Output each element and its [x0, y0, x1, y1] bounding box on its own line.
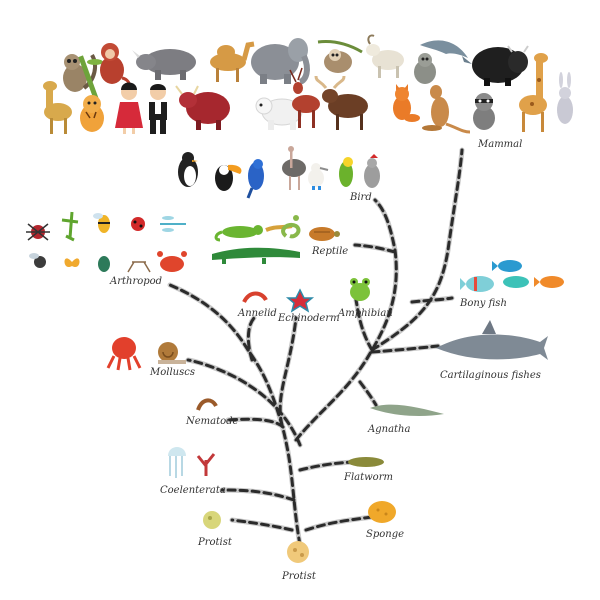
moose-icon [314, 75, 368, 130]
sloth-icon [317, 40, 363, 73]
striped-fish-icon [460, 276, 494, 292]
bony-fish-group [460, 260, 564, 292]
protist-root-icon [287, 541, 309, 563]
label-flatworm: Flatworm [343, 472, 393, 483]
label-coelenterata: Coelenterata [160, 485, 226, 496]
seal-icon [414, 53, 436, 84]
turtle-icon [309, 227, 340, 241]
reptiles-group [212, 215, 340, 264]
bison-icon [472, 45, 529, 86]
beetle-icon [98, 256, 110, 272]
mosquito-icon [127, 261, 151, 273]
label-agnatha: Agnatha [367, 424, 410, 435]
dolphin-icon [420, 40, 472, 64]
spider-icon [26, 223, 50, 241]
elephant-icon [251, 38, 310, 85]
crocodile-icon [212, 247, 300, 264]
woman-icon [115, 82, 143, 134]
blue-fish-icon [492, 260, 522, 272]
penguin-icon [178, 152, 198, 187]
camel-icon [210, 41, 255, 82]
flatworm-icon [348, 457, 384, 467]
bamboo-icon [78, 55, 103, 100]
grey-bird-icon [364, 154, 380, 188]
teal-fish-icon [503, 276, 529, 288]
yak-icon [175, 85, 230, 130]
label-annelid: Annelid [237, 308, 277, 319]
arthropods-group [26, 211, 187, 273]
ladybug-icon [131, 217, 145, 231]
coral-icon [196, 453, 216, 476]
dragonfly-icon [160, 216, 186, 232]
label-molluscs: Molluscs [149, 367, 195, 378]
label-cartilaginous-fishes: Cartilaginous fishes [440, 370, 541, 381]
tiger-icon [80, 95, 104, 132]
raccoon-icon [473, 93, 495, 130]
lemur-icon [63, 53, 98, 92]
starfish-icon [285, 288, 315, 313]
snail-icon [158, 342, 186, 364]
crab-icon [157, 251, 187, 272]
giraffe-icon [519, 53, 548, 132]
man-icon [149, 84, 167, 134]
snake-icon [281, 215, 301, 239]
jellyfish-icon [168, 447, 186, 478]
fly-icon [29, 253, 46, 268]
chameleon-icon [214, 225, 263, 242]
llama-icon [43, 81, 72, 134]
green-bird-icon [339, 157, 353, 187]
label-bony-fish: Bony fish [459, 298, 507, 309]
rhino-icon [132, 49, 196, 80]
label-nematode: Nematode [185, 416, 239, 427]
protist-small-icon [203, 511, 221, 529]
mammals-group [43, 34, 573, 134]
ostrich-icon [282, 146, 306, 190]
group-labels: Mammal Bird Reptile Arthropod Bony fish … [109, 139, 541, 582]
label-echinoderm: Echinoderm [277, 313, 340, 324]
parrot-icon [246, 159, 264, 199]
frog-icon [350, 278, 370, 301]
sponge-icon [368, 501, 396, 523]
label-protist-small: Protist [197, 537, 233, 548]
shark-icon [436, 320, 548, 360]
octopus-icon [106, 337, 142, 371]
orange-fish-icon [534, 276, 564, 288]
toucan-icon [215, 164, 242, 191]
label-sponge: Sponge [366, 529, 404, 540]
deer-icon [289, 67, 320, 128]
label-amphibian: Amphibian [337, 308, 393, 319]
kangaroo-icon [422, 85, 471, 134]
lamprey-icon [370, 404, 444, 416]
annelid-icon [242, 291, 268, 304]
butterfly-icon [64, 258, 80, 268]
label-reptile: Reptile [311, 246, 348, 257]
booby-icon [308, 163, 329, 190]
polar-bear-icon [255, 97, 303, 130]
goat-icon [366, 34, 404, 78]
fox-icon [393, 84, 420, 122]
mantis-icon [61, 211, 79, 242]
birds-group [178, 146, 380, 199]
label-bird: Bird [349, 192, 372, 203]
label-protist-root: Protist [281, 571, 317, 582]
label-arthropod: Arthropod [109, 276, 162, 287]
hare-icon [557, 72, 573, 124]
nematode-icon [196, 398, 218, 411]
wasp-icon [93, 213, 110, 233]
label-mammal: Mammal [477, 139, 522, 150]
